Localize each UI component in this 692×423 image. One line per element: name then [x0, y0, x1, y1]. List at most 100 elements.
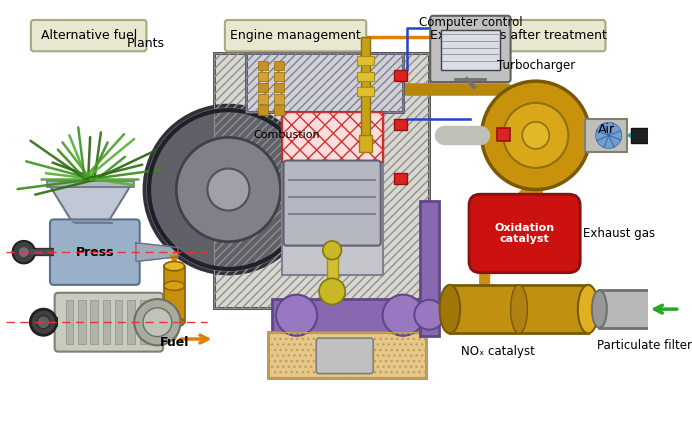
Text: Alternative fuel: Alternative fuel: [41, 29, 137, 42]
Circle shape: [145, 105, 313, 274]
Wedge shape: [596, 130, 609, 141]
Text: Turbocharger: Turbocharger: [497, 59, 575, 72]
Polygon shape: [51, 187, 130, 222]
Circle shape: [12, 241, 35, 264]
Circle shape: [37, 316, 50, 329]
Bar: [359, 135, 372, 152]
Bar: [585, 118, 628, 152]
Bar: [394, 70, 407, 81]
Bar: [273, 299, 426, 332]
Wedge shape: [609, 123, 621, 135]
Ellipse shape: [659, 291, 674, 328]
Bar: [215, 53, 429, 308]
Bar: [258, 94, 268, 104]
Bar: [282, 112, 383, 162]
FancyBboxPatch shape: [469, 194, 580, 273]
Bar: [127, 300, 135, 344]
Bar: [66, 300, 73, 344]
Ellipse shape: [578, 285, 599, 333]
FancyBboxPatch shape: [55, 293, 163, 352]
Circle shape: [482, 81, 590, 190]
Text: Computer control: Computer control: [419, 16, 522, 29]
Bar: [274, 105, 284, 115]
Bar: [91, 300, 98, 344]
Polygon shape: [73, 222, 113, 223]
Wedge shape: [603, 122, 614, 135]
Circle shape: [208, 168, 249, 211]
Circle shape: [134, 299, 181, 345]
Text: Air: Air: [597, 123, 614, 136]
Bar: [258, 105, 268, 115]
Bar: [357, 72, 374, 81]
Bar: [497, 128, 509, 141]
FancyBboxPatch shape: [31, 20, 147, 51]
Ellipse shape: [511, 285, 527, 333]
Bar: [274, 60, 284, 70]
Circle shape: [319, 278, 345, 305]
Bar: [394, 118, 407, 130]
Text: NOₓ catalyst: NOₓ catalyst: [462, 345, 535, 357]
Polygon shape: [136, 243, 178, 261]
Wedge shape: [603, 135, 614, 148]
Bar: [258, 72, 268, 81]
Wedge shape: [597, 135, 609, 148]
Text: Combustion: Combustion: [254, 130, 320, 140]
Bar: [599, 291, 666, 328]
Bar: [246, 53, 403, 112]
Text: Oxidation
catalyst: Oxidation catalyst: [495, 222, 555, 244]
Text: Exhaust gas: Exhaust gas: [583, 227, 655, 240]
Circle shape: [143, 308, 172, 337]
Wedge shape: [609, 135, 621, 148]
Bar: [274, 72, 284, 81]
Circle shape: [276, 295, 317, 336]
Ellipse shape: [439, 285, 460, 333]
Bar: [115, 300, 122, 344]
Wedge shape: [609, 130, 621, 141]
Circle shape: [383, 295, 424, 336]
Bar: [246, 53, 403, 112]
FancyBboxPatch shape: [432, 20, 606, 51]
Bar: [274, 83, 284, 92]
Circle shape: [503, 103, 568, 168]
Bar: [164, 266, 185, 322]
FancyBboxPatch shape: [50, 220, 140, 285]
Bar: [268, 332, 426, 378]
Ellipse shape: [592, 291, 607, 328]
Bar: [215, 53, 429, 308]
Bar: [361, 37, 370, 145]
FancyBboxPatch shape: [284, 161, 381, 246]
Text: Plants: Plants: [127, 37, 165, 50]
Text: Fuel: Fuel: [160, 336, 189, 349]
Bar: [102, 300, 110, 344]
Bar: [282, 112, 383, 162]
Bar: [663, 302, 680, 316]
Circle shape: [322, 241, 341, 260]
Text: Exhaust gas after treatment: Exhaust gas after treatment: [430, 29, 607, 42]
Ellipse shape: [164, 261, 185, 271]
Circle shape: [522, 122, 549, 149]
Bar: [631, 128, 648, 143]
Wedge shape: [597, 123, 609, 135]
Text: Engine management: Engine management: [230, 29, 361, 42]
Bar: [258, 60, 268, 70]
Text: Press: Press: [75, 246, 114, 258]
Bar: [268, 332, 426, 378]
Bar: [327, 243, 338, 299]
Circle shape: [176, 137, 280, 242]
Bar: [140, 300, 147, 344]
Bar: [274, 94, 284, 104]
Bar: [450, 285, 588, 333]
Bar: [420, 201, 439, 336]
Bar: [394, 173, 407, 184]
Bar: [357, 56, 374, 65]
FancyBboxPatch shape: [430, 16, 511, 82]
Circle shape: [30, 309, 57, 335]
Bar: [258, 83, 268, 92]
Circle shape: [415, 300, 444, 330]
Ellipse shape: [164, 318, 185, 327]
Bar: [357, 87, 374, 96]
Bar: [46, 181, 134, 187]
Text: Particulate filter: Particulate filter: [597, 339, 692, 352]
Bar: [441, 30, 500, 70]
FancyBboxPatch shape: [316, 338, 373, 374]
